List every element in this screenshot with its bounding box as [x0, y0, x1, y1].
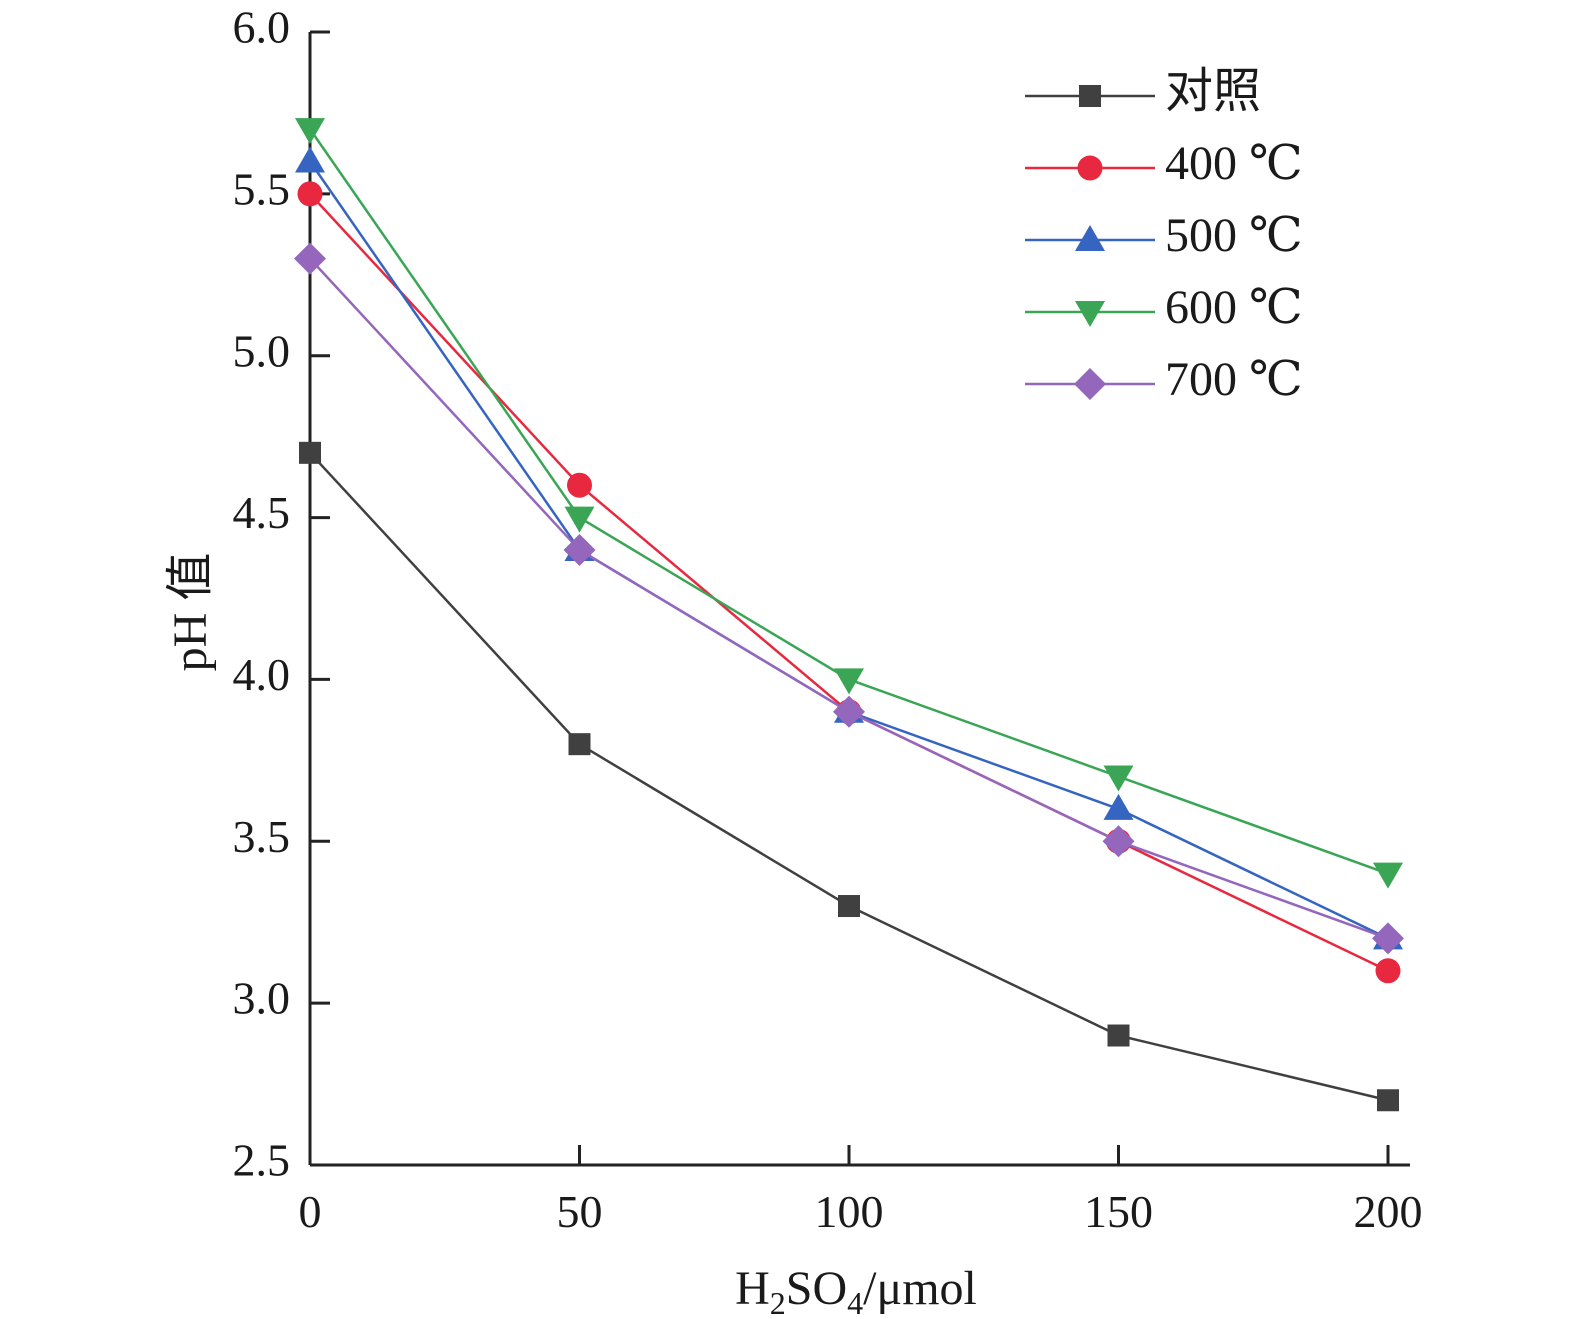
- data-point: [294, 242, 326, 275]
- legend-item-700-c: 700 ℃: [1025, 353, 1303, 406]
- y-tick-label: 3.5: [233, 811, 291, 862]
- data-point: [297, 181, 323, 207]
- data-point: [295, 146, 325, 173]
- x-tick-label: 200: [1354, 1186, 1423, 1237]
- axes: 2.5 3.0 3.5 4.0 4.5 5.0 5.5 6.0 0 50 100 150 200: [233, 2, 1423, 1237]
- x-axis-title: H2SO4/μmol: [735, 1262, 977, 1319]
- x-axis-title-sub-4: 4: [847, 1285, 863, 1319]
- data-point: [1103, 793, 1134, 820]
- data-point: [833, 695, 865, 728]
- y-tick-label: 5.0: [233, 325, 291, 376]
- legend-label: 600 ℃: [1165, 281, 1303, 334]
- legend-marker: [1077, 155, 1103, 181]
- x-axis-title-unit: /μmol: [863, 1262, 977, 1315]
- data-point: [1102, 825, 1135, 858]
- y-tick-label: 4.5: [233, 487, 291, 538]
- data-point: [1107, 1024, 1130, 1047]
- x-axis-title-h: H: [735, 1262, 770, 1315]
- series-control: [299, 441, 1399, 1112]
- legend-label: 700 ℃: [1165, 353, 1303, 406]
- y-tick-label: 2.5: [233, 1135, 291, 1186]
- series-500-c: [295, 146, 1403, 950]
- y-tick-label: 4.0: [233, 649, 291, 700]
- y-tick-label: 6.0: [233, 2, 291, 53]
- legend-label: 对照: [1165, 65, 1261, 118]
- legend-label: 400 ℃: [1165, 137, 1303, 190]
- legend: 对照 400 ℃ 500 ℃ 600 ℃ 700 ℃: [1025, 65, 1303, 406]
- legend-marker: [1079, 85, 1101, 107]
- series-line: [308, 160, 1389, 940]
- data-point: [563, 533, 596, 566]
- x-ticks: 0 50 100 150 200: [299, 1145, 1423, 1237]
- data-point: [834, 668, 864, 695]
- data-point: [295, 118, 325, 145]
- legend-marker: [1074, 368, 1106, 400]
- x-tick-label: 50: [557, 1186, 603, 1237]
- data-point: [838, 895, 860, 918]
- data-point: [1372, 922, 1404, 955]
- series-700-c: [294, 242, 1404, 955]
- y-ticks: 2.5 3.0 3.5 4.0 4.5 5.0 5.5 6.0: [233, 2, 330, 1186]
- legend-item-control: 对照: [1025, 65, 1261, 118]
- series-line: [309, 451, 1389, 1102]
- legend-item-600-c: 600 ℃: [1025, 281, 1303, 334]
- legend-item-500-c: 500 ℃: [1025, 209, 1303, 262]
- data-point: [1375, 958, 1401, 984]
- x-tick-label: 100: [815, 1186, 884, 1237]
- data-point: [1373, 862, 1403, 889]
- legend-marker: [1075, 225, 1105, 251]
- x-tick-label: 150: [1084, 1186, 1153, 1237]
- y-axis-title: pH 值: [164, 553, 217, 672]
- data-point: [1103, 765, 1134, 792]
- data-point: [568, 733, 591, 756]
- legend-marker: [1075, 301, 1105, 327]
- data-point: [564, 506, 595, 533]
- data-point: [1377, 1089, 1399, 1112]
- x-tick-label: 0: [299, 1186, 322, 1237]
- data-point: [299, 441, 321, 464]
- legend-label: 500 ℃: [1165, 209, 1303, 262]
- x-axis-title-sub-2: 2: [770, 1285, 786, 1319]
- y-tick-label: 3.0: [233, 973, 291, 1024]
- x-axis-title-so: SO: [786, 1262, 847, 1315]
- legend-item-400-c: 400 ℃: [1025, 137, 1303, 190]
- series-600-c: [295, 118, 1403, 889]
- plot-area: [294, 118, 1404, 1112]
- data-point: [567, 472, 592, 498]
- y-tick-label: 5.5: [233, 163, 291, 214]
